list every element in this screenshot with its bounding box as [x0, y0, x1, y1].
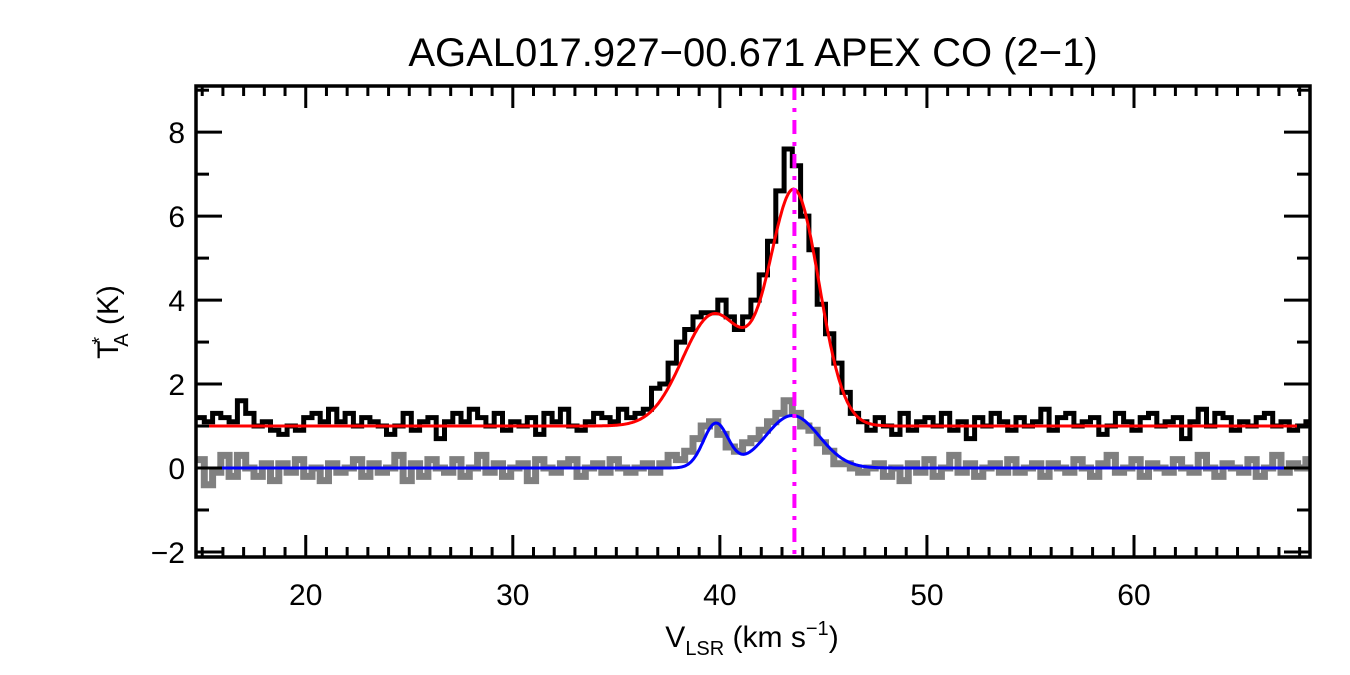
x-tick-label: 50 — [910, 579, 943, 612]
y-axis-label-group: T*A (K) — [89, 285, 133, 359]
fit-red-line — [196, 187, 1310, 428]
x-label-units: (km s — [724, 621, 806, 654]
y-tick-label: 4 — [168, 285, 185, 318]
y-tick-label: 6 — [168, 201, 185, 234]
x-tick-label: 30 — [496, 579, 529, 612]
tick-labels: 20 30 40 50 60 −2 0 2 4 6 8 — [151, 117, 1151, 612]
chart-title: AGAL017.927−00.671 APEX CO (2−1) — [408, 31, 1097, 75]
plot-area: 20 30 40 50 60 −2 0 2 4 6 8 — [151, 84, 1312, 612]
y-label-units: (K) — [92, 285, 125, 333]
plot-frame — [194, 84, 1312, 559]
y-tick-label: 2 — [168, 369, 185, 402]
y-label-sub: A — [111, 333, 133, 347]
x-axis-label: VLSR (km s−1) — [665, 618, 838, 660]
y-label-main: T — [92, 341, 125, 359]
y-axis-label: T*A (K) — [89, 285, 133, 359]
spectrum-black-histogram — [196, 146, 1310, 442]
x-tick-label: 60 — [1117, 579, 1150, 612]
x-tick-label: 20 — [289, 579, 322, 612]
y-tick-label: −2 — [151, 537, 185, 570]
x-label-sub: LSR — [685, 638, 724, 660]
x-tick-label: 40 — [703, 579, 736, 612]
x-label-sup: −1 — [806, 618, 829, 640]
x-label-main: V — [665, 621, 685, 654]
x-label-end: ) — [829, 621, 839, 654]
y-label-sup: * — [89, 337, 111, 345]
fit-blue-line — [196, 413, 1310, 470]
axis-ticks — [196, 86, 1310, 557]
series-layer — [196, 146, 1310, 489]
y-tick-label: 8 — [168, 117, 185, 150]
y-tick-label: 0 — [168, 453, 185, 486]
